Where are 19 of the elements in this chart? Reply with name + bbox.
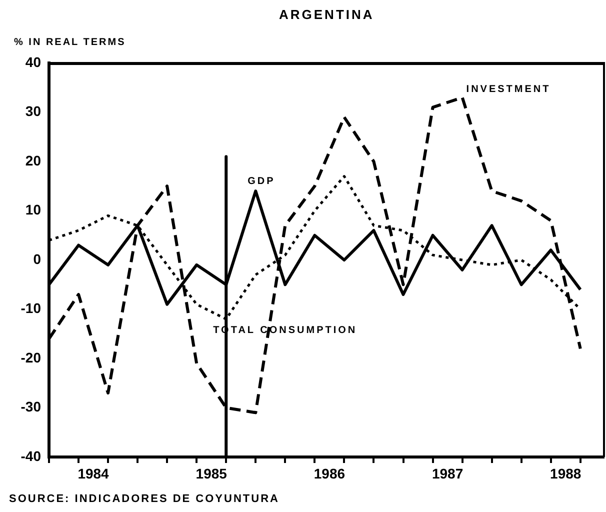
y-tick-label: 40 [25, 54, 42, 70]
y-tick-label: 20 [25, 152, 42, 168]
y-tick-label: -30 [20, 398, 42, 415]
x-tick-label: 1985 [196, 465, 228, 482]
y-tick-label: -20 [20, 349, 42, 366]
x-tick-label: 1984 [78, 465, 110, 482]
y-tick-label: 10 [25, 202, 42, 218]
chart-title: ARGENTINA [279, 7, 374, 22]
y-tick-label: 30 [25, 103, 42, 120]
x-tick-label: 1987 [432, 465, 464, 482]
source-note: SOURCE: INDICADORES DE COYUNTURA [9, 493, 280, 506]
y-axis-title: % IN REAL TERMS [14, 37, 126, 48]
y-tick-label: -10 [20, 300, 42, 316]
y-tick-label: 0 [33, 250, 42, 267]
y-tick-label: -40 [20, 448, 42, 464]
x-tick-label: 1988 [550, 465, 582, 482]
series-label: INVESTMENT [466, 84, 551, 96]
series-label: GDP [248, 176, 276, 187]
x-tick-label: 1986 [314, 465, 346, 482]
